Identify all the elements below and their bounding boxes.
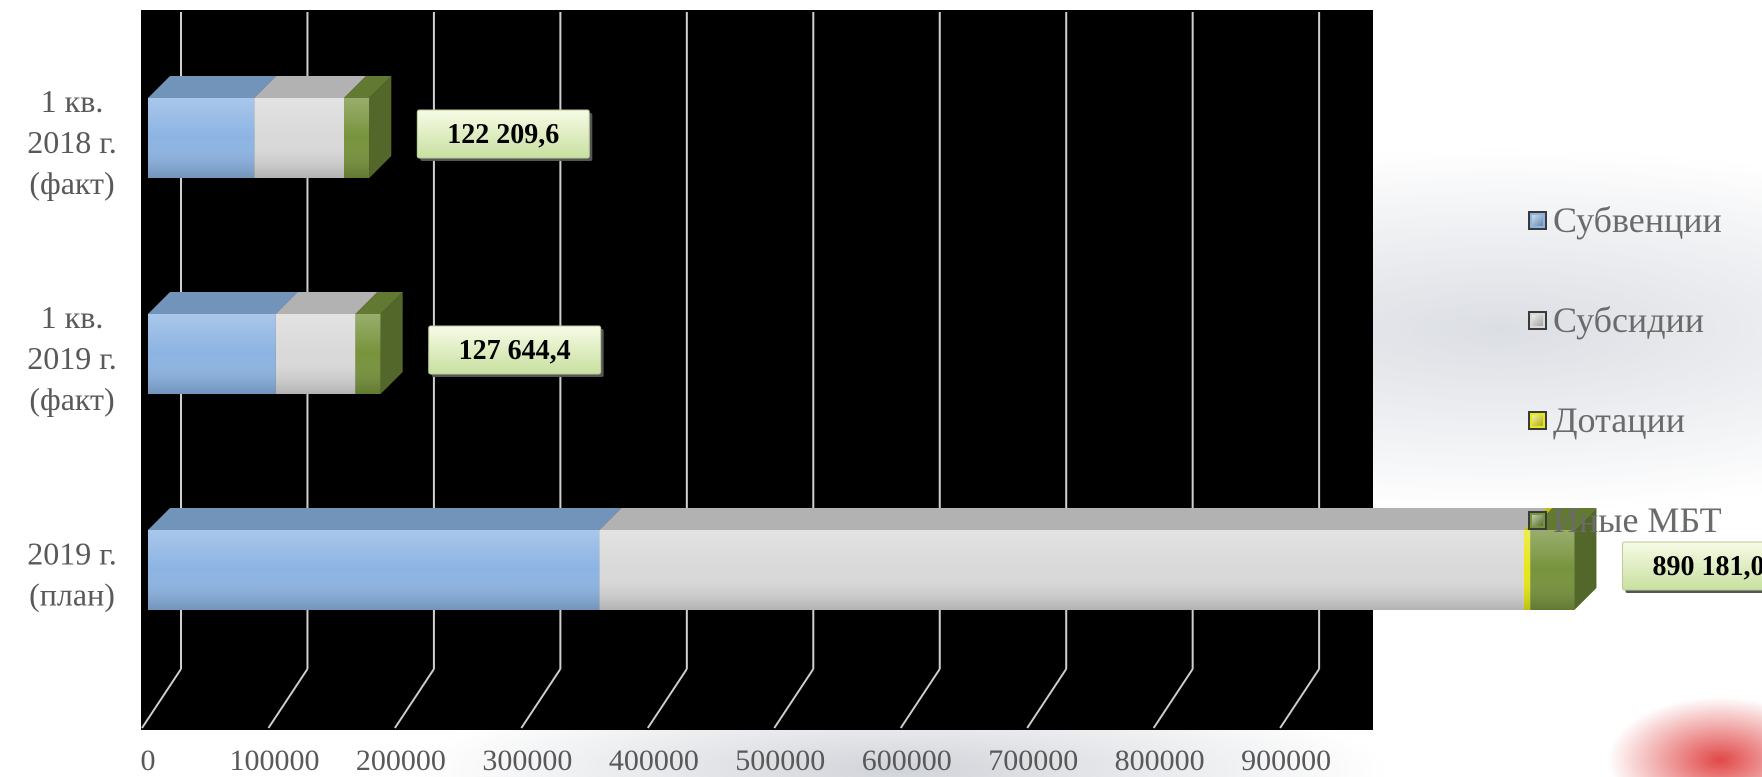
x-tick-label: 800000	[1115, 744, 1205, 777]
bar-segment-top	[275, 292, 378, 314]
bar-segment-top	[254, 76, 367, 98]
x-tick-label: 300000	[482, 744, 572, 777]
x-tick-label: 100000	[229, 744, 319, 777]
total-label-box	[428, 325, 602, 375]
bar-segment-top	[355, 292, 403, 314]
gridline-floor	[773, 668, 815, 729]
legend-label: Иные МБТ	[1553, 500, 1722, 540]
gridline-floor	[267, 668, 309, 729]
legend-swatch	[1528, 510, 1547, 530]
bar-segment-sheen	[148, 314, 276, 394]
category-label: 2018 г.	[27, 124, 117, 160]
bar-segment-sheen	[599, 530, 1524, 610]
bar-segment-sheen	[148, 98, 255, 178]
bar-segment-top	[599, 508, 1546, 530]
x-tick-label: 700000	[988, 744, 1078, 777]
total-label: 127 644,4	[459, 335, 571, 366]
legend-swatch	[1528, 410, 1547, 430]
category-label: 2019 г.	[27, 340, 117, 376]
gridline-floor	[141, 668, 182, 729]
bar-segment-side	[1574, 508, 1597, 610]
total-label: 890 181,0	[1652, 551, 1762, 582]
bar-segment-sheen	[275, 314, 356, 394]
x-tick-label: 200000	[356, 744, 446, 777]
x-tick-label: 400000	[609, 744, 699, 777]
gridline-floor	[1026, 668, 1068, 729]
x-tick-label: 600000	[862, 744, 952, 777]
category-label: (факт)	[29, 381, 114, 417]
legend-label: Субвенции	[1553, 200, 1722, 240]
bar-segment-top	[148, 508, 622, 530]
bar-segment-side	[369, 76, 392, 178]
x-tick-label: 0	[141, 744, 156, 777]
legend-item: Иные МБТ	[1528, 470, 1722, 570]
x-tick-label: 500000	[735, 744, 825, 777]
total-label-box	[416, 109, 590, 159]
gridline-floor	[1152, 668, 1194, 729]
category-label: (план)	[29, 577, 115, 613]
total-label: 122 209,6	[447, 119, 559, 150]
bar-segment-sheen	[1523, 530, 1531, 610]
gridline-floor	[394, 668, 435, 729]
bar-segment-sheen	[148, 530, 600, 610]
legend-item: Субвенции	[1528, 170, 1722, 270]
bar-segment-sheen	[355, 314, 381, 394]
category-label: 2019 г.	[27, 536, 117, 572]
gridline-floor	[899, 668, 941, 729]
bar-segment-side	[380, 292, 403, 394]
x-tick-label: 900000	[1241, 744, 1331, 777]
legend-item: Субсидии	[1528, 270, 1722, 370]
legend-swatch	[1528, 210, 1547, 230]
bar-segment-top	[344, 76, 392, 98]
bar-segment-sheen	[344, 98, 370, 178]
bar-segment-top	[148, 76, 277, 98]
category-label: 1 кв.	[41, 83, 104, 119]
category-label: (факт)	[29, 165, 114, 201]
legend-swatch	[1528, 310, 1547, 330]
legend: Субвенции Субсидии Дотации Иные МБТ	[1528, 170, 1722, 570]
legend-item: Дотации	[1528, 370, 1722, 470]
bar-segment-sheen	[254, 98, 345, 178]
bar-segment-sheen	[1530, 530, 1575, 610]
total-label-box	[1621, 541, 1762, 591]
gridline-floor	[1279, 668, 1320, 729]
bar-segment-top	[148, 292, 298, 314]
legend-label: Субсидии	[1553, 300, 1705, 340]
gridline-floor	[520, 668, 562, 729]
legend-label: Дотации	[1553, 400, 1686, 440]
category-label: 1 кв.	[41, 299, 104, 335]
gridline-floor	[646, 668, 688, 729]
